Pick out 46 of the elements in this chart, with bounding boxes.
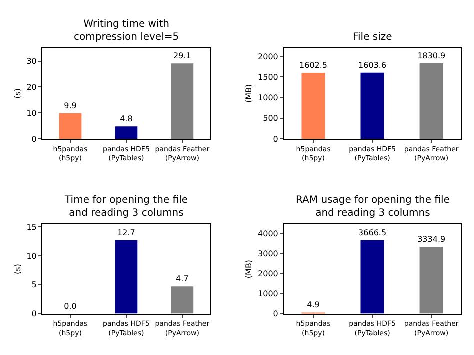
- data-label: 1603.6: [358, 60, 387, 70]
- chart-title: File size: [353, 32, 392, 43]
- y-tick-label: 5: [32, 280, 37, 290]
- y-tick-label: 30: [26, 57, 37, 66]
- data-label: 0.0: [64, 302, 77, 311]
- y-tick-label: 1000: [258, 290, 278, 299]
- y-axis-title: (MB): [244, 84, 254, 103]
- y-tick-label: 20: [26, 83, 37, 92]
- data-label: 29.1: [174, 52, 192, 61]
- bar: [59, 113, 82, 140]
- data-label: 4.7: [176, 274, 189, 284]
- data-label: 4.9: [307, 300, 320, 310]
- y-tick-label: 3000: [258, 250, 278, 259]
- y-tick-label: 0: [273, 310, 278, 319]
- y-tick-label: 1000: [258, 94, 278, 103]
- chart-title: Time for opening the file and reading 3 columns: [64, 195, 188, 219]
- y-axis-title: (s): [13, 88, 22, 99]
- y-tick-label: 2000: [258, 52, 278, 62]
- bar: [360, 72, 384, 140]
- y-tick-label: 0: [273, 134, 278, 144]
- data-label: 3334.9: [418, 235, 446, 244]
- y-tick-label: 15: [26, 222, 37, 232]
- data-label: 4.8: [120, 114, 133, 124]
- chart-title: RAM usage for opening the file and reading 3 columns: [296, 195, 450, 219]
- y-tick-label: 4000: [258, 230, 278, 239]
- y-axis-title: (MB): [244, 260, 254, 279]
- y-tick-label: 500: [263, 114, 278, 124]
- y-tick-label: 1500: [258, 72, 278, 82]
- y-axis-title: (s): [13, 264, 22, 274]
- data-label: 9.9: [64, 101, 77, 110]
- y-tick-label: 0: [32, 310, 37, 319]
- bar: [360, 240, 384, 314]
- y-tick-label: 10: [26, 252, 37, 261]
- bar: [420, 64, 444, 140]
- y-tick-label: 2000: [258, 270, 278, 279]
- bar: [171, 64, 194, 140]
- y-tick-label: 0: [32, 134, 37, 144]
- data-label: 1602.5: [300, 60, 328, 70]
- bar: [115, 126, 138, 140]
- data-label: 1830.9: [418, 52, 446, 61]
- bar: [420, 247, 444, 314]
- data-label: 12.7: [118, 228, 136, 238]
- data-label: 3666.5: [358, 228, 387, 238]
- y-tick-label: 10: [26, 108, 37, 118]
- chart-title: Writing time with compression level=5: [74, 19, 180, 43]
- bar: [302, 72, 326, 140]
